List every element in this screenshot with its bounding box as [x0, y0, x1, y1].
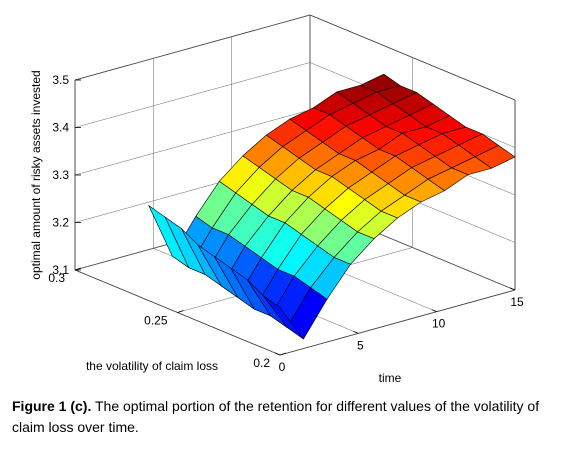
z-tick-label: 3.2: [52, 216, 69, 230]
z-tick-label: 3.1: [52, 263, 69, 277]
y-tick: [279, 352, 287, 356]
caption: Figure 1 (c). The optimal portion of the…: [12, 396, 568, 438]
z-tick-label: 3.4: [52, 121, 69, 135]
z-axis-label: optimal amount of risky assets invested: [29, 70, 43, 279]
x-tick: [431, 309, 437, 313]
z-tick-label: 3.5: [52, 73, 69, 87]
grid-line: [74, 14, 311, 81]
x-tick-label: 10: [432, 317, 446, 331]
x-tick: [509, 287, 516, 291]
y-tick-label: 0.25: [144, 314, 168, 328]
x-tick-label: 0: [279, 360, 286, 374]
x-tick: [353, 330, 359, 334]
grid-line: [74, 62, 311, 128]
caption-text: The optimal portion of the retention for…: [12, 398, 540, 435]
y-axis-label: the volatility of claim loss: [86, 359, 218, 373]
x-axis-label: time: [379, 371, 402, 385]
y-tick: [177, 310, 184, 313]
z-tick-label: 3.3: [52, 168, 69, 182]
x-tick-label: 15: [510, 295, 524, 309]
x-tick: [274, 352, 281, 356]
y-tick: [74, 267, 82, 271]
caption-label: Figure 1 (c).: [12, 398, 92, 414]
x-tick-label: 5: [357, 338, 364, 352]
y-tick-label: 0.2: [253, 356, 270, 370]
grid-line: [279, 289, 516, 356]
surface-patch: [263, 295, 304, 340]
chart: optimal amount of risky assets invested …: [29, 14, 524, 385]
y-tick-label: 0.3: [48, 271, 65, 285]
grid-line: [74, 109, 311, 176]
